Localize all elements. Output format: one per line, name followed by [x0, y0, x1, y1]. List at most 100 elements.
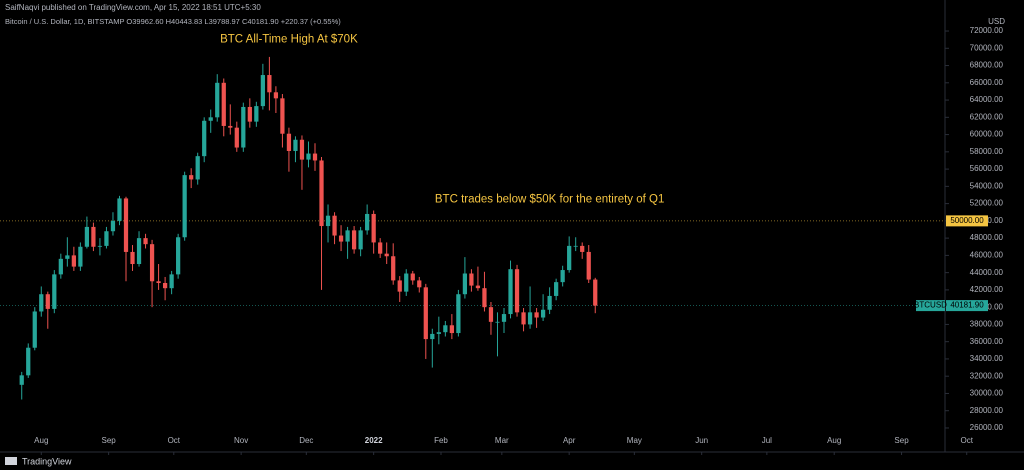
- candle-body: [371, 213, 376, 243]
- x-tick-label: Sep: [102, 436, 117, 445]
- x-tick-label: Feb: [434, 436, 448, 445]
- candle-body: [286, 133, 292, 151]
- candle-body: [436, 332, 441, 334]
- annotation: BTC All-Time High At $70K: [220, 34, 358, 46]
- candle-body: [241, 106, 246, 148]
- x-tick-label: Mar: [495, 436, 509, 445]
- y-tick-label: 48000.00: [970, 233, 1004, 242]
- y-tick-label: 64000.00: [970, 95, 1004, 104]
- y-tick-label: 38000.00: [970, 320, 1004, 329]
- candle-body: [280, 98, 285, 134]
- candle-body: [521, 312, 526, 325]
- x-tick-label: Sep: [894, 436, 909, 445]
- x-tick-label: Oct: [960, 436, 973, 445]
- price-label-box: [946, 215, 988, 227]
- candle-body: [169, 274, 174, 289]
- candle-body: [586, 251, 591, 280]
- candle-body: [312, 153, 318, 161]
- candle-body: [567, 245, 572, 271]
- candle-body: [91, 226, 96, 247]
- candle-body: [162, 283, 168, 289]
- x-tick-label: Dec: [299, 436, 313, 445]
- y-tick-label: 26000.00: [970, 423, 1004, 432]
- y-tick-label: 34000.00: [970, 354, 1004, 363]
- candle-body: [554, 282, 559, 296]
- candle-body: [332, 215, 337, 236]
- y-tick-label: 36000.00: [970, 337, 1004, 346]
- candle-body: [208, 117, 213, 121]
- candle-body: [260, 75, 265, 107]
- symbol-label: BTCUSD: [914, 301, 947, 310]
- y-tick-label: 56000.00: [970, 164, 1004, 173]
- candle-body: [234, 127, 239, 148]
- candle-body: [593, 279, 598, 306]
- candle-body: [351, 230, 357, 250]
- candle-body: [475, 285, 481, 289]
- candle-body: [547, 295, 552, 310]
- candle-body: [391, 256, 396, 281]
- candle-body: [508, 269, 513, 315]
- candle-body: [404, 273, 409, 292]
- candle-body: [110, 220, 116, 232]
- x-tick-label: Jun: [695, 436, 708, 445]
- symbol-line: Bitcoin / U.S. Dollar, 1D, BITSTAMP O399…: [5, 17, 341, 26]
- candle-body: [228, 125, 233, 128]
- candle-body: [84, 226, 90, 247]
- candle-body: [78, 246, 83, 267]
- price-label-box: [946, 300, 988, 312]
- price-label: 50000.00: [950, 216, 984, 225]
- candle-body: [580, 245, 585, 252]
- header: SaifNaqvi published on TradingView.com, …: [5, 3, 261, 12]
- logo: [5, 457, 17, 465]
- x-tick-label: Apr: [563, 436, 576, 445]
- x-tick-label: Jul: [762, 436, 772, 445]
- annotation: BTC trades below $50K for the entirety o…: [435, 193, 664, 205]
- currency: USD: [988, 17, 1005, 26]
- candle-body: [430, 333, 435, 340]
- y-tick-label: 44000.00: [970, 268, 1004, 277]
- candle-body: [52, 274, 57, 309]
- x-tick-label: Aug: [827, 436, 841, 445]
- candle-body: [97, 245, 103, 247]
- candle-body: [26, 347, 31, 376]
- y-tick-label: 54000.00: [970, 181, 1004, 190]
- y-tick-label: 58000.00: [970, 147, 1004, 156]
- candle-body: [345, 230, 350, 242]
- y-tick-label: 52000.00: [970, 199, 1004, 208]
- candle-body: [247, 106, 252, 122]
- x-tick-label: Aug: [34, 436, 48, 445]
- candle-body: [378, 242, 383, 254]
- candle-body: [501, 314, 507, 322]
- y-tick-label: 30000.00: [970, 389, 1004, 398]
- candle-body: [443, 325, 448, 333]
- candle-body: [462, 273, 468, 295]
- candle-body: [573, 245, 578, 247]
- candle-body: [71, 255, 76, 267]
- candle-body: [136, 238, 142, 265]
- candle-body: [384, 253, 389, 257]
- candle-body: [143, 238, 148, 245]
- candle-body: [202, 120, 207, 157]
- candle-body: [338, 235, 344, 242]
- price-label: 40181.90: [950, 301, 984, 310]
- candle-body: [32, 311, 37, 348]
- candle-body: [65, 255, 70, 259]
- candle-body: [495, 321, 500, 323]
- symbol-label-box: [916, 300, 945, 312]
- candle-body: [293, 139, 298, 151]
- y-tick-label: 42000.00: [970, 285, 1004, 294]
- y-tick-label: 68000.00: [970, 61, 1004, 70]
- y-tick-label: 62000.00: [970, 112, 1004, 121]
- candle-body: [417, 280, 422, 288]
- candle-body: [560, 270, 565, 283]
- candle-body: [267, 75, 272, 93]
- candle-body: [182, 175, 187, 238]
- candle-body: [534, 312, 539, 318]
- candle-body: [39, 294, 44, 312]
- candle-body: [514, 269, 520, 313]
- candle-body: [527, 312, 533, 325]
- y-tick-label: 32000.00: [970, 371, 1004, 380]
- y-tick-label: 60000.00: [970, 130, 1004, 139]
